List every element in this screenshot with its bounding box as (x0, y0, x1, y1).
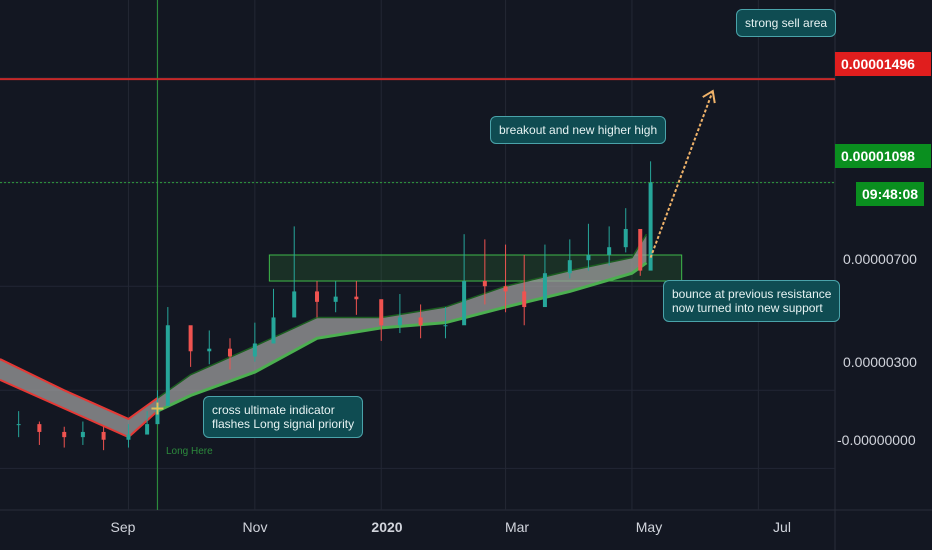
candle-body (16, 424, 21, 426)
candle-body (482, 281, 487, 287)
candle-body (227, 348, 232, 357)
candle-body (207, 348, 212, 352)
candle-body (354, 296, 359, 300)
x-tick-label: May (635, 519, 663, 535)
candle-body (315, 291, 320, 302)
candle-body (126, 434, 131, 440)
candle-body (145, 424, 150, 435)
x-tick-label: 2020 (371, 519, 403, 535)
candle-body (586, 255, 591, 261)
candle-body (607, 247, 612, 255)
indicator-band-fill (0, 234, 647, 438)
candle-body (418, 317, 423, 326)
last-price-tag: 0.00001098 (835, 144, 931, 168)
candle-body (522, 291, 527, 308)
projection-arrow-head (702, 89, 716, 104)
candle-body (252, 343, 257, 357)
long-signal-label: Long Here (166, 446, 213, 457)
candle-body (638, 228, 643, 271)
y-tick-label: -0.00000000 (837, 432, 916, 448)
annotation-breakout: breakout and new higher high (490, 116, 667, 144)
price-lines (0, 78, 835, 415)
candle-body (165, 325, 170, 406)
candle-body (542, 273, 547, 308)
candle-body (648, 182, 653, 271)
candle-body (101, 431, 106, 440)
candle-body (37, 424, 42, 432)
candle-body (333, 296, 338, 302)
annotation-strong-sell-area: strong sell area (736, 9, 837, 37)
y-tick-label: 0.00000300 (843, 354, 917, 370)
y-tick-label: 0.00000700 (843, 251, 917, 267)
candle-body (292, 291, 297, 318)
indicator-upper-up (157, 233, 648, 399)
candle-body (271, 317, 276, 344)
candle-body (443, 325, 448, 327)
candle-body (567, 260, 572, 274)
x-tick-label: Sep (110, 519, 136, 535)
bar-countdown-tag: 09:48:08 (856, 182, 925, 206)
candle-body (623, 228, 628, 248)
annotation-cross-indicator: cross ultimate indicator flashes Long si… (203, 396, 364, 438)
resistance-price-tag: 0.00001496 (835, 52, 931, 76)
annotation-bounce-support: bounce at previous resistance now turned… (663, 280, 841, 322)
candle-body (379, 299, 384, 326)
candle-body (62, 431, 67, 438)
x-tick-label: Nov (242, 519, 268, 535)
candlesticks (16, 161, 653, 451)
candle-body (188, 325, 193, 352)
ultimate-indicator-band (0, 233, 648, 439)
projection-arrow (649, 89, 716, 258)
indicator-lower-down (0, 378, 159, 439)
candle-body (503, 286, 508, 292)
x-tick-label: Jul (773, 519, 791, 535)
x-tick-label: Mar (504, 519, 530, 535)
candle-body (80, 431, 85, 438)
indicator-upper-down (0, 358, 159, 421)
candle-body (155, 405, 160, 425)
candle-body (462, 281, 467, 326)
indicator-lower-up (156, 261, 648, 413)
candle-body (397, 317, 402, 326)
